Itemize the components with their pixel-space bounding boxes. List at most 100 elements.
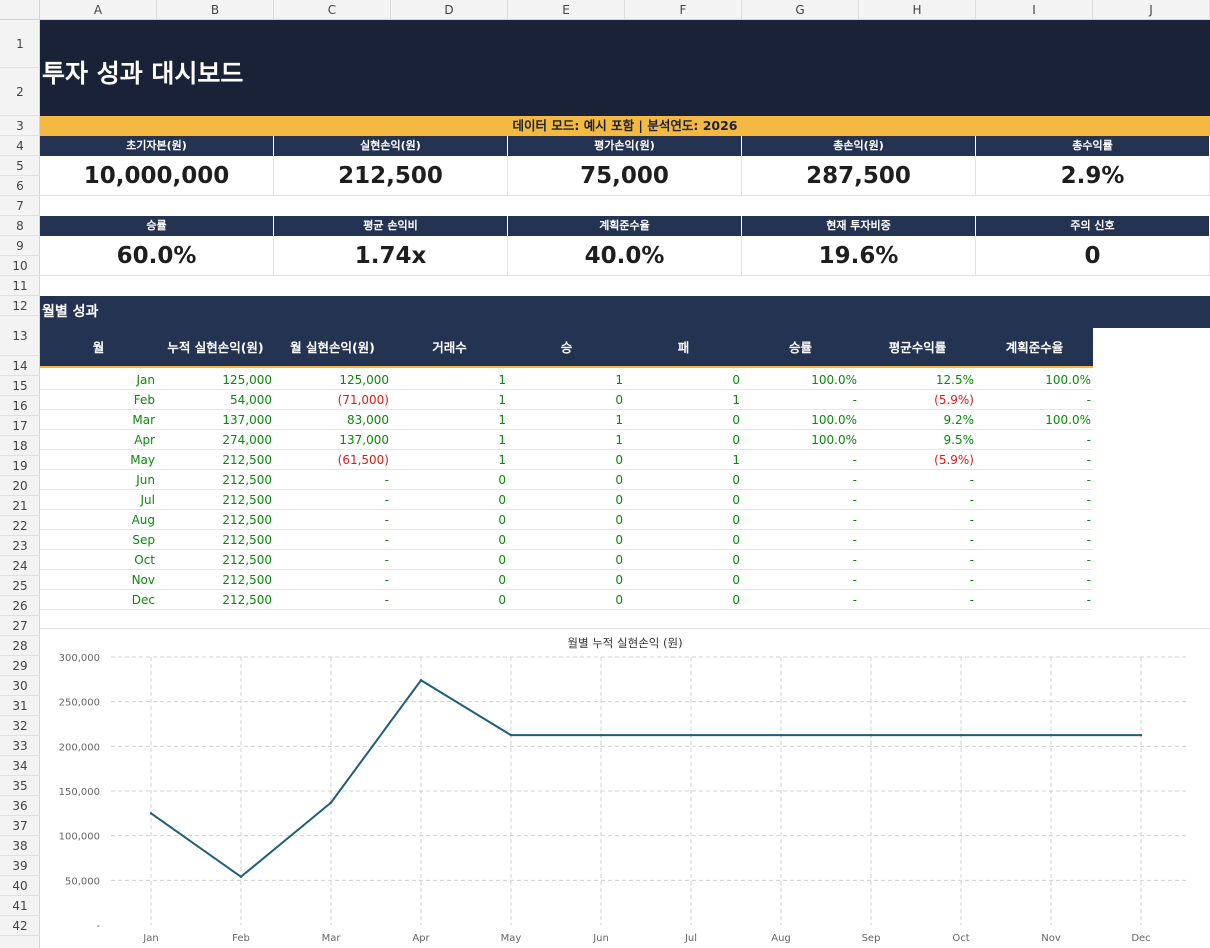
table-cell[interactable]: - xyxy=(1086,433,1091,447)
row-header-5[interactable]: 5 xyxy=(0,156,40,176)
column-header-j[interactable]: J xyxy=(1093,0,1210,20)
table-cell[interactable]: 1 xyxy=(615,433,623,447)
table-cell[interactable]: - xyxy=(1086,453,1091,467)
kpi-value[interactable]: 75,000 xyxy=(508,156,742,196)
table-cell[interactable]: Mar xyxy=(132,413,155,427)
table-cell[interactable]: (71,000) xyxy=(337,393,389,407)
table-cell[interactable]: 0 xyxy=(732,553,740,567)
table-cell[interactable]: 0 xyxy=(498,493,506,507)
row-header-40[interactable]: 40 xyxy=(0,876,40,896)
kpi-value[interactable]: 10,000,000 xyxy=(40,156,274,196)
row-header-19[interactable]: 19 xyxy=(0,456,40,476)
table-cell[interactable]: - xyxy=(969,513,974,527)
table-cell[interactable]: Feb xyxy=(133,393,155,407)
kpi-value[interactable]: 40.0% xyxy=(508,236,742,276)
row-header-31[interactable]: 31 xyxy=(0,696,40,716)
table-cell[interactable]: 0 xyxy=(498,473,506,487)
table-cell[interactable]: 274,000 xyxy=(222,433,272,447)
table-cell[interactable]: 0 xyxy=(615,393,623,407)
monthly-header-cell[interactable]: 누적 실현손익(원) xyxy=(167,340,264,355)
row-header-18[interactable]: 18 xyxy=(0,436,40,456)
row-header-42[interactable]: 42 xyxy=(0,916,40,936)
table-cell[interactable]: - xyxy=(1086,393,1091,407)
table-cell[interactable]: - xyxy=(384,513,389,527)
monthly-header-cell[interactable]: 평균수익률 xyxy=(888,340,947,355)
row-header-25[interactable]: 25 xyxy=(0,576,40,596)
table-cell[interactable]: 0 xyxy=(615,533,623,547)
monthly-header-cell[interactable]: 거래수 xyxy=(432,340,467,355)
table-cell[interactable]: Jan xyxy=(136,373,156,387)
row-header-26[interactable]: 26 xyxy=(0,596,40,616)
kpi-value[interactable]: 212,500 xyxy=(274,156,508,196)
table-cell[interactable]: - xyxy=(1086,473,1091,487)
table-cell[interactable]: 100.0% xyxy=(811,373,857,387)
table-cell[interactable]: - xyxy=(969,533,974,547)
table-cell[interactable]: 1 xyxy=(498,453,506,467)
table-cell[interactable]: - xyxy=(384,533,389,547)
column-header-d[interactable]: D xyxy=(391,0,508,20)
table-cell[interactable]: Jul xyxy=(140,493,155,507)
table-cell[interactable]: 1 xyxy=(498,413,506,427)
dashboard-title[interactable]: 투자 성과 대시보드 xyxy=(42,59,244,88)
table-cell[interactable]: 125,000 xyxy=(339,373,389,387)
table-cell[interactable]: Aug xyxy=(131,513,155,527)
table-cell[interactable]: 0 xyxy=(732,473,740,487)
column-header-i[interactable]: I xyxy=(976,0,1093,20)
table-cell[interactable]: 100.0% xyxy=(1045,373,1091,387)
table-cell[interactable]: 137,000 xyxy=(339,433,389,447)
table-cell[interactable]: 212,500 xyxy=(222,493,272,507)
table-cell[interactable]: 0 xyxy=(732,513,740,527)
table-cell[interactable]: 1 xyxy=(498,433,506,447)
table-cell[interactable]: - xyxy=(852,453,857,467)
row-header-38[interactable]: 38 xyxy=(0,836,40,856)
cumulative-pnl-chart[interactable]: 월별 누적 실현손익 (원) - 50,000 100,000 150,000 200,0… xyxy=(40,628,1210,948)
table-cell[interactable]: 0 xyxy=(732,413,740,427)
table-cell[interactable]: - xyxy=(852,553,857,567)
table-cell[interactable]: 0 xyxy=(615,513,623,527)
table-cell[interactable]: 212,500 xyxy=(222,473,272,487)
table-cell[interactable]: 100.0% xyxy=(1045,413,1091,427)
table-cell[interactable]: 1 xyxy=(615,413,623,427)
table-cell[interactable]: May xyxy=(130,453,155,467)
table-cell[interactable]: - xyxy=(852,513,857,527)
row-header-37[interactable]: 37 xyxy=(0,816,40,836)
table-cell[interactable]: 0 xyxy=(498,593,506,607)
table-cell[interactable]: (5.9%) xyxy=(934,393,974,407)
row-header-20[interactable]: 20 xyxy=(0,476,40,496)
table-cell[interactable]: 0 xyxy=(732,593,740,607)
table-cell[interactable]: 0 xyxy=(732,493,740,507)
table-cell[interactable]: - xyxy=(1086,553,1091,567)
monthly-header-cell[interactable]: 월 xyxy=(92,340,105,355)
table-cell[interactable]: 0 xyxy=(498,553,506,567)
column-header-c[interactable]: C xyxy=(274,0,391,20)
table-cell[interactable]: 1 xyxy=(732,393,740,407)
table-cell[interactable]: 0 xyxy=(498,573,506,587)
select-all-corner[interactable] xyxy=(0,0,40,20)
table-cell[interactable]: 0 xyxy=(615,593,623,607)
table-cell[interactable]: 137,000 xyxy=(222,413,272,427)
table-cell[interactable]: 100.0% xyxy=(811,433,857,447)
table-cell[interactable]: - xyxy=(969,553,974,567)
monthly-header-cell[interactable]: 패 xyxy=(677,340,690,355)
table-cell[interactable]: Dec xyxy=(131,593,155,607)
table-cell[interactable]: 0 xyxy=(615,453,623,467)
row-header-14[interactable]: 14 xyxy=(0,356,40,376)
table-cell[interactable]: 125,000 xyxy=(222,373,272,387)
table-cell[interactable]: - xyxy=(852,533,857,547)
row-header-1[interactable]: 1 xyxy=(0,20,40,68)
row-header-11[interactable]: 11 xyxy=(0,276,40,296)
row-header-13[interactable]: 13 xyxy=(0,316,40,356)
table-cell[interactable]: Apr xyxy=(134,433,155,447)
kpi-value[interactable]: 0 xyxy=(976,236,1210,276)
row-header-7[interactable]: 7 xyxy=(0,196,40,216)
row-header-34[interactable]: 34 xyxy=(0,756,40,776)
table-cell[interactable]: 1 xyxy=(498,373,506,387)
row-header-29[interactable]: 29 xyxy=(0,656,40,676)
row-header-36[interactable]: 36 xyxy=(0,796,40,816)
row-header-22[interactable]: 22 xyxy=(0,516,40,536)
table-cell[interactable]: 0 xyxy=(732,533,740,547)
table-cell[interactable]: 0 xyxy=(498,513,506,527)
kpi-value[interactable]: 1.74x xyxy=(274,236,508,276)
table-cell[interactable]: - xyxy=(1086,573,1091,587)
table-cell[interactable]: 0 xyxy=(732,573,740,587)
